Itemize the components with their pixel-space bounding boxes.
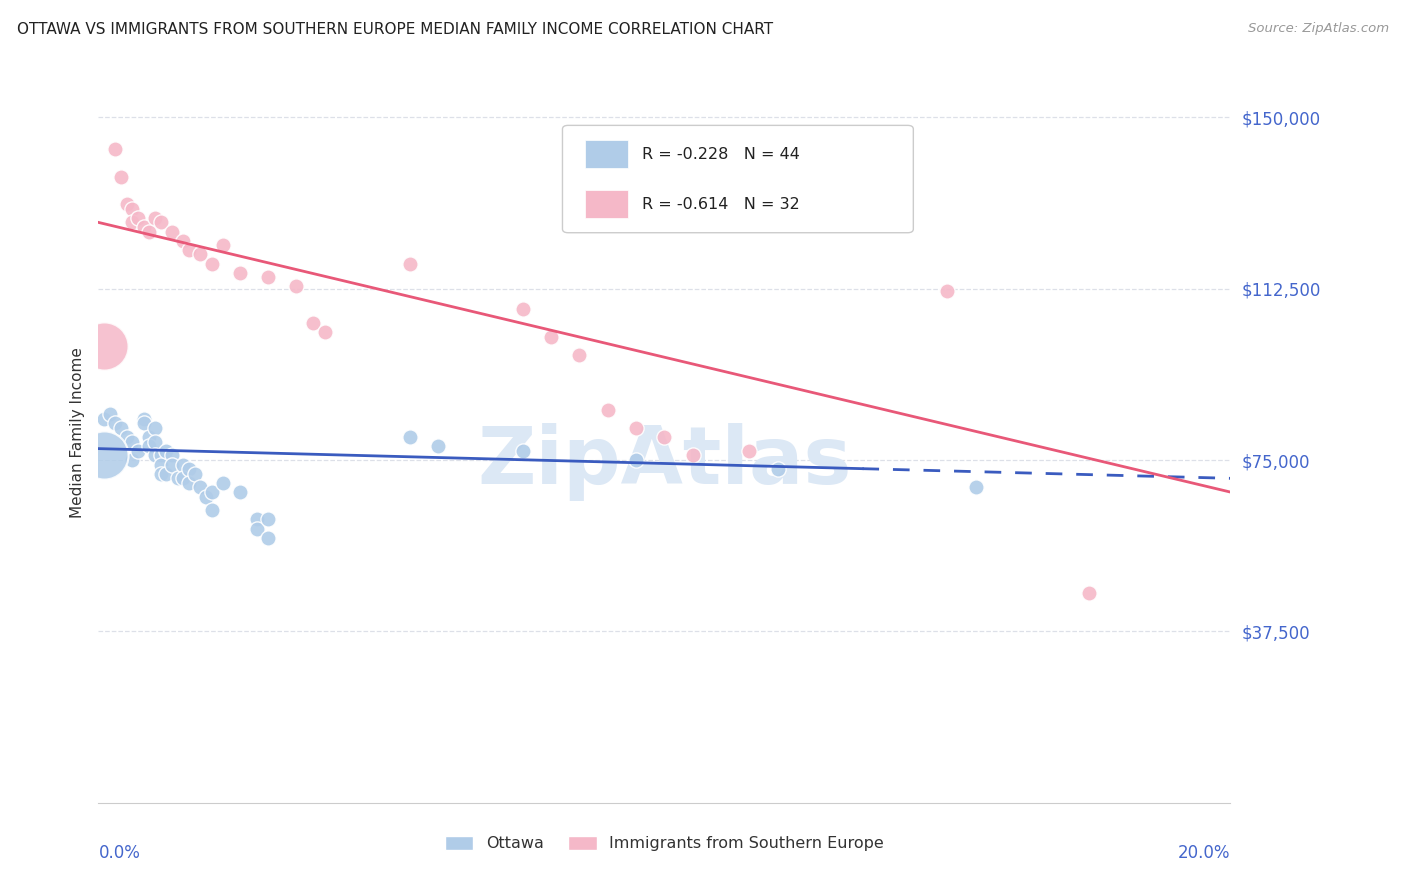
Point	[127, 211, 149, 225]
Y-axis label: Median Family Income: Median Family Income	[69, 347, 84, 518]
Point	[540, 329, 562, 343]
Text: ZipAtlas: ZipAtlas	[477, 423, 852, 501]
Point	[132, 219, 155, 234]
Point	[172, 471, 194, 485]
Point	[177, 462, 200, 476]
Point	[149, 458, 172, 472]
Point	[512, 302, 534, 317]
Point	[229, 266, 252, 280]
Point	[160, 225, 183, 239]
Point	[155, 443, 177, 458]
Point	[201, 503, 224, 517]
Point	[121, 202, 143, 216]
Point	[212, 238, 235, 252]
Point	[93, 412, 115, 426]
Point	[149, 449, 172, 463]
Point	[149, 467, 172, 481]
Text: OTTAWA VS IMMIGRANTS FROM SOUTHERN EUROPE MEDIAN FAMILY INCOME CORRELATION CHART: OTTAWA VS IMMIGRANTS FROM SOUTHERN EUROP…	[17, 22, 773, 37]
Point	[104, 417, 127, 431]
Point	[652, 430, 676, 444]
Point	[285, 279, 308, 293]
Point	[257, 512, 280, 526]
Bar	[585, 190, 628, 219]
Point	[121, 434, 143, 449]
Point	[93, 339, 115, 353]
Point	[177, 475, 200, 490]
Point	[201, 485, 224, 500]
Point	[115, 430, 138, 444]
Point	[624, 453, 647, 467]
Text: R = -0.614   N = 32: R = -0.614 N = 32	[641, 196, 800, 211]
Point	[596, 402, 619, 417]
Point	[138, 430, 160, 444]
Point	[624, 421, 647, 435]
Point	[183, 467, 205, 481]
Point	[104, 142, 127, 156]
Point	[398, 430, 420, 444]
Bar	[585, 140, 628, 168]
Point	[166, 471, 188, 485]
Legend: Ottawa, Immigrants from Southern Europe: Ottawa, Immigrants from Southern Europe	[439, 830, 890, 858]
Point	[568, 348, 591, 362]
Point	[177, 243, 200, 257]
Point	[766, 462, 789, 476]
Point	[738, 443, 761, 458]
Point	[115, 197, 138, 211]
Point	[143, 434, 166, 449]
Point	[93, 449, 115, 463]
Point	[155, 467, 177, 481]
Point	[160, 449, 183, 463]
Point	[194, 490, 217, 504]
Point	[246, 522, 269, 536]
Point	[143, 421, 166, 435]
Point	[257, 270, 280, 285]
Point	[172, 458, 194, 472]
Point	[138, 439, 160, 453]
Point	[257, 531, 280, 545]
Point	[143, 449, 166, 463]
Text: 0.0%: 0.0%	[98, 844, 141, 862]
Point	[160, 458, 183, 472]
Point	[149, 215, 172, 229]
Point	[132, 412, 155, 426]
Point	[121, 215, 143, 229]
Point	[512, 443, 534, 458]
Point	[110, 421, 132, 435]
Point	[212, 475, 235, 490]
Point	[246, 512, 269, 526]
Point	[682, 449, 704, 463]
Point	[110, 169, 132, 184]
Point	[143, 211, 166, 225]
Text: R = -0.228   N = 44: R = -0.228 N = 44	[641, 146, 800, 161]
Point	[302, 316, 325, 330]
FancyBboxPatch shape	[562, 126, 914, 233]
Text: 20.0%: 20.0%	[1178, 844, 1230, 862]
Point	[132, 417, 155, 431]
Point	[314, 325, 336, 339]
Point	[98, 408, 121, 422]
Point	[138, 225, 160, 239]
Point	[427, 439, 450, 453]
Text: Source: ZipAtlas.com: Source: ZipAtlas.com	[1249, 22, 1389, 36]
Point	[936, 284, 959, 298]
Point	[188, 480, 211, 494]
Point	[1077, 585, 1099, 599]
Point	[229, 485, 252, 500]
Point	[172, 234, 194, 248]
Point	[201, 256, 224, 270]
Point	[188, 247, 211, 261]
Point	[398, 256, 420, 270]
Point	[127, 443, 149, 458]
Point	[965, 480, 987, 494]
Point	[121, 453, 143, 467]
